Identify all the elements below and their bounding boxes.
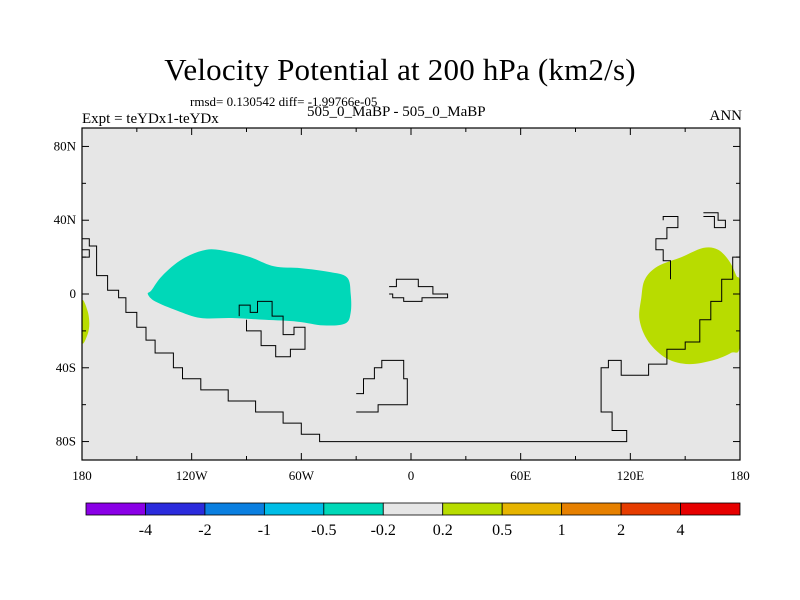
colorbar-box [561,502,622,516]
y-tick-label: 40S [56,360,76,375]
coastline-segment [356,359,408,413]
stats-text: rmsd= 0.130542 diff= -1.99766e-05 [190,94,378,109]
colorbar-box [263,502,325,516]
colorbar-box [620,502,681,516]
colorbar-label: 4 [677,522,685,539]
colorbar-label: -1 [258,522,271,539]
x-tick-label: 120E [617,468,645,483]
coastline-segment [703,212,726,229]
colorbar-label: -2 [198,522,211,539]
colorbar-label: -0.5 [311,522,336,539]
colorbar-label: 1 [558,522,566,539]
colorbar-label: 0.2 [433,522,453,539]
colorbar-label: -0.2 [371,522,396,539]
colorbar-box [204,502,265,516]
season-label: ANN [709,108,743,124]
colorbar-box [323,502,384,516]
experiment-label: Expt = teYDx1-teYDx [82,111,219,127]
negative-region-atlantic [147,249,352,326]
colorbar-box [680,502,741,516]
y-tick-label: 80N [54,138,77,153]
colorbar-box [382,502,444,516]
x-tick-label: 120W [176,468,209,483]
case-subtitle: 505_0_MaBP - 505_0_MaBP [307,104,486,120]
x-tick-label: 0 [408,468,415,483]
colorbar-label: 0.5 [492,522,512,539]
coastline-segment [655,216,679,280]
chart-title: Velocity Potential at 200 hPa (km2/s) [164,52,636,87]
colorbar-label: -4 [139,522,152,539]
colorbar-label: 2 [617,522,625,539]
coastline-segment [82,238,740,443]
colorbar-box [501,502,563,516]
positive-region-pacific [639,247,740,365]
coastline-segment [389,278,449,302]
x-tick-label: 180 [72,468,92,483]
x-tick-label: 180 [730,468,750,483]
y-tick-label: 80S [56,434,76,449]
y-tick-label: 0 [70,286,77,301]
y-tick-label: 40N [54,212,77,227]
colorbar-box [145,502,206,516]
coastline-segment [238,300,306,358]
colorbar-box [85,502,146,516]
positive-region-edge [82,300,90,344]
x-tick-label: 60W [289,468,315,483]
colorbar-box [442,502,503,516]
x-tick-label: 60E [510,468,531,483]
